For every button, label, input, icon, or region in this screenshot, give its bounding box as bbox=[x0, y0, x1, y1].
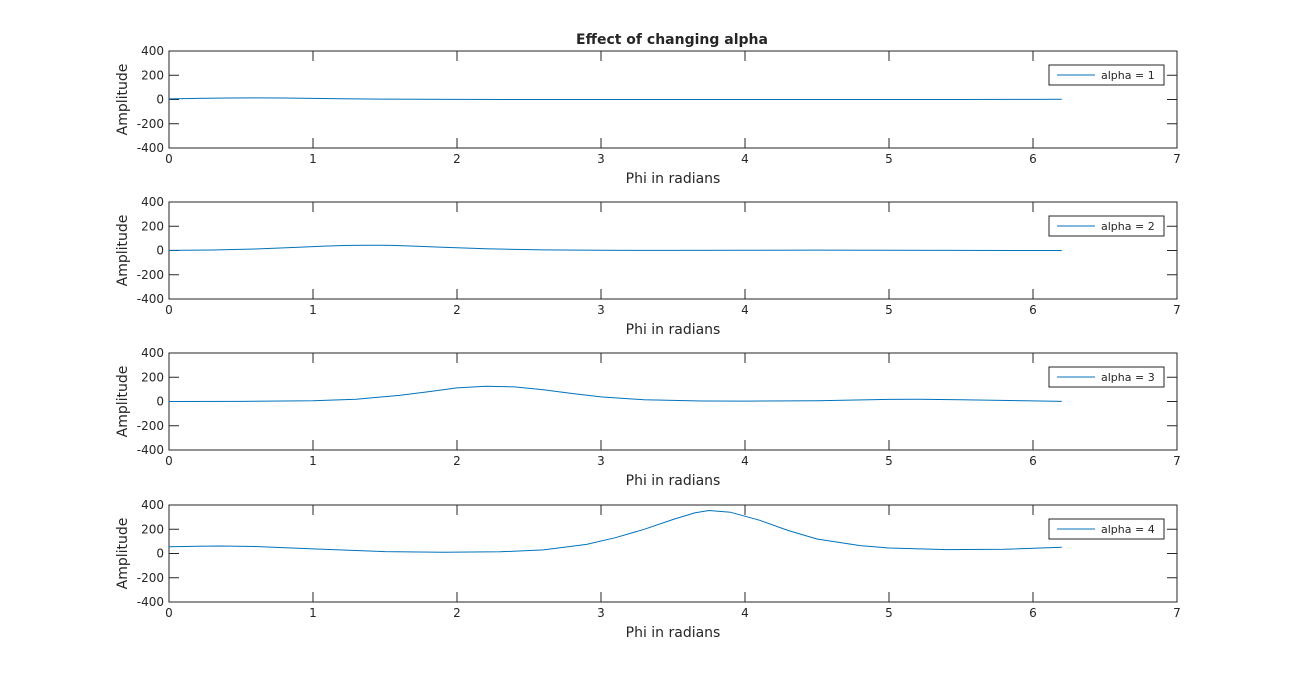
x-tick-label: 6 bbox=[1029, 303, 1037, 317]
x-tick-label: 0 bbox=[165, 152, 173, 166]
x-tick-label: 4 bbox=[741, 303, 749, 317]
y-tick-label: 400 bbox=[141, 498, 164, 512]
y-tick-label: 400 bbox=[141, 346, 164, 360]
legend-box bbox=[1048, 518, 1165, 540]
x-tick-label: 5 bbox=[885, 606, 893, 620]
y-tick-label: 400 bbox=[141, 195, 164, 209]
subplot-1: 0 1 2 3 4 5 6 7 400 200 0 -200 -400 Phi in radians Amp… bbox=[115, 44, 1181, 187]
legend: alpha = 4 bbox=[1048, 518, 1165, 540]
x-tick-label: 3 bbox=[597, 454, 605, 468]
x-tick-label: 1 bbox=[309, 606, 317, 620]
series-line bbox=[168, 385, 1062, 402]
legend-box bbox=[1048, 215, 1165, 237]
y-tick-label: 200 bbox=[141, 522, 164, 536]
legend-entry-label: alpha = 3 bbox=[1101, 371, 1155, 384]
x-tick-label: 6 bbox=[1029, 152, 1037, 166]
y-tick-label: 200 bbox=[141, 68, 164, 82]
subplot-2: 0 1 2 3 4 5 6 7 400 200 0 -200 -400 Phi in radians Amp… bbox=[115, 195, 1181, 338]
x-tick-label: 2 bbox=[453, 152, 461, 166]
x-tick-label: 0 bbox=[165, 606, 173, 620]
legend: alpha = 3 bbox=[1048, 366, 1165, 388]
x-tick-label: 5 bbox=[885, 454, 893, 468]
x-tick-label: 0 bbox=[165, 303, 173, 317]
x-tick-label: 3 bbox=[597, 152, 605, 166]
y-tick-label: -200 bbox=[137, 419, 164, 433]
legend-box bbox=[1048, 64, 1165, 86]
y-axis-label: Amplitude bbox=[115, 215, 131, 287]
x-tick-label: 6 bbox=[1029, 606, 1037, 620]
x-tick-label: 5 bbox=[885, 303, 893, 317]
y-tick-label: 0 bbox=[156, 395, 164, 409]
subplot-3: 0 1 2 3 4 5 6 7 400 200 0 -200 -400 Phi in radians Amp… bbox=[115, 346, 1181, 489]
x-tick-label: 4 bbox=[741, 152, 749, 166]
y-tick-label: 200 bbox=[141, 370, 164, 384]
y-tick-label: -400 bbox=[137, 141, 164, 155]
x-tick-label: 2 bbox=[453, 454, 461, 468]
subplot-4: 0 1 2 3 4 5 6 7 400 200 0 -200 -400 Phi in radians Amp… bbox=[115, 498, 1181, 641]
x-tick-label: 4 bbox=[741, 606, 749, 620]
series-line bbox=[168, 97, 1062, 100]
x-tick-label: 7 bbox=[1173, 454, 1181, 468]
legend: alpha = 1 bbox=[1048, 64, 1165, 86]
x-axis-label: Phi in radians bbox=[626, 473, 721, 489]
x-tick-label: 7 bbox=[1173, 303, 1181, 317]
figure-title: Effect of changing alpha bbox=[576, 32, 768, 48]
legend-entry-label: alpha = 4 bbox=[1101, 523, 1155, 536]
x-tick-label: 6 bbox=[1029, 454, 1037, 468]
legend: alpha = 2 bbox=[1048, 215, 1165, 237]
y-tick-label: 0 bbox=[156, 244, 164, 258]
y-tick-label: -400 bbox=[137, 443, 164, 457]
x-tick-label: 5 bbox=[885, 152, 893, 166]
y-tick-label: 0 bbox=[156, 547, 164, 561]
legend-entry-label: alpha = 2 bbox=[1101, 220, 1155, 233]
y-tick-label: -200 bbox=[137, 117, 164, 131]
x-tick-label: 4 bbox=[741, 454, 749, 468]
y-tick-label: -400 bbox=[137, 595, 164, 609]
x-axis-label: Phi in radians bbox=[626, 625, 721, 641]
y-axis-label: Amplitude bbox=[115, 64, 131, 136]
y-tick-label: 200 bbox=[141, 219, 164, 233]
y-tick-label: 0 bbox=[156, 93, 164, 107]
x-tick-label: 2 bbox=[453, 303, 461, 317]
x-tick-label: 7 bbox=[1173, 606, 1181, 620]
x-tick-label: 3 bbox=[597, 303, 605, 317]
x-tick-label: 0 bbox=[165, 454, 173, 468]
x-tick-label: 7 bbox=[1173, 152, 1181, 166]
series-line bbox=[168, 510, 1062, 553]
x-tick-label: 2 bbox=[453, 606, 461, 620]
x-tick-label: 1 bbox=[309, 303, 317, 317]
x-tick-label: 1 bbox=[309, 152, 317, 166]
y-tick-label: -200 bbox=[137, 268, 164, 282]
series-line bbox=[168, 244, 1062, 251]
x-axis-label: Phi in radians bbox=[626, 322, 721, 338]
y-axis-label: Amplitude bbox=[115, 518, 131, 590]
legend-entry-label: alpha = 1 bbox=[1101, 69, 1155, 82]
legend-box bbox=[1048, 366, 1165, 388]
x-axis-label: Phi in radians bbox=[626, 171, 721, 187]
x-tick-label: 3 bbox=[597, 606, 605, 620]
y-tick-label: -200 bbox=[137, 571, 164, 585]
x-tick-label: 1 bbox=[309, 454, 317, 468]
y-axis-label: Amplitude bbox=[115, 366, 131, 438]
y-tick-label: -400 bbox=[137, 292, 164, 306]
y-tick-label: 400 bbox=[141, 44, 164, 58]
